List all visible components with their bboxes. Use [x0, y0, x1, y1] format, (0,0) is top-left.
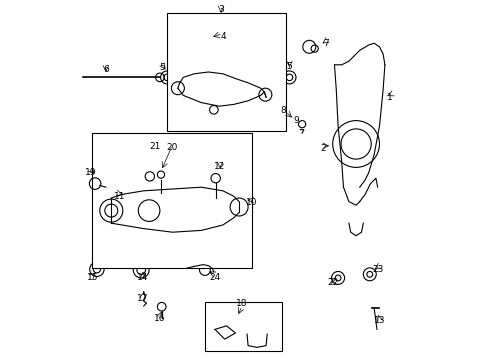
Text: 16: 16 — [154, 314, 165, 323]
Text: 22: 22 — [326, 278, 338, 287]
Text: 17: 17 — [137, 294, 148, 303]
Text: 6: 6 — [103, 65, 108, 74]
Bar — [91, 133, 251, 268]
Text: 5: 5 — [159, 63, 165, 72]
Text: 23: 23 — [371, 265, 383, 274]
Text: 24: 24 — [209, 273, 220, 282]
Text: 2: 2 — [320, 144, 325, 153]
Text: 4: 4 — [220, 32, 225, 41]
Text: 12: 12 — [214, 162, 225, 171]
Bar — [204, 302, 282, 351]
Text: 19: 19 — [85, 168, 97, 177]
Text: 8: 8 — [280, 106, 285, 115]
Text: 14: 14 — [137, 274, 148, 282]
Text: 10: 10 — [245, 198, 257, 207]
Text: 20: 20 — [166, 143, 178, 152]
Text: 21: 21 — [149, 143, 161, 152]
Text: 3: 3 — [218, 5, 224, 14]
Text: 1: 1 — [386, 93, 392, 102]
Text: 15: 15 — [87, 274, 98, 282]
Bar — [167, 13, 285, 131]
Text: 13: 13 — [373, 316, 385, 325]
Text: 7: 7 — [323, 39, 329, 48]
Text: 11: 11 — [113, 192, 125, 201]
Text: 5: 5 — [286, 62, 292, 71]
Text: 18: 18 — [236, 299, 247, 307]
Text: 9: 9 — [293, 116, 299, 125]
